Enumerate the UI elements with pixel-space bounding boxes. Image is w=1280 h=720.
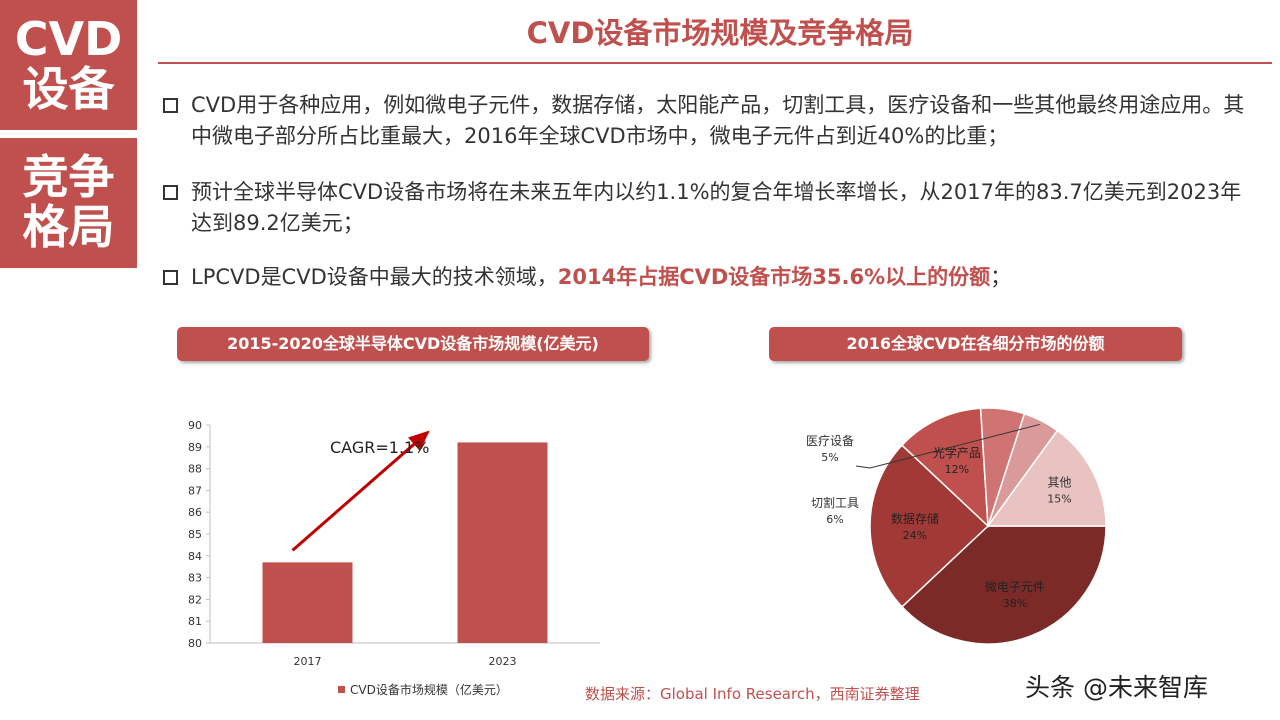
bullet-lpcvd-share: LPCVD是CVD设备中最大的技术领域，2014年占据CVD设备市场35.6%以…	[163, 262, 1258, 293]
pie-slice-5	[986, 429, 1107, 527]
slice-value-label: 24%	[903, 529, 927, 542]
slice-value-label: 15%	[1047, 493, 1071, 506]
cagr-arrow	[291, 430, 430, 552]
slice-label: 其他	[1047, 476, 1071, 490]
pie-slice-0	[900, 525, 1107, 645]
y-tick-label: 83	[188, 572, 202, 585]
y-tick-label: 81	[188, 615, 202, 628]
data-source-note: 数据来源：Global Info Research，西南证券整理	[585, 685, 920, 703]
bullet-text-highlight: 2014年占据CVD设备市场35.6%以上的份额	[557, 265, 991, 289]
y-tick-label: 86	[188, 506, 202, 519]
side-label-line: 竞争	[22, 150, 115, 205]
x-tick-label: 2023	[489, 655, 517, 668]
legend-swatch	[338, 686, 345, 693]
bar-2023	[457, 442, 548, 643]
bullet-text: 预计全球半导体CVD设备市场将在未来五年内以约1.1%的复合年增长率增长，从20…	[191, 180, 1242, 235]
slice-value-label: 38%	[1003, 597, 1027, 610]
slice-value-label: 12%	[945, 463, 969, 476]
cvd-market-bar-chart: 80 81 82 83 84 85 86 87 88 89 90 2017 2023 CAGR=1.1% C…	[188, 419, 600, 697]
cvd-segment-pie-chart: 微电子元件 38% 数据存储 24% 光学产品 12% 切割工具 6% 医疗设备 5% 其他 15%	[806, 407, 1107, 645]
bar-2017	[262, 562, 353, 643]
y-tick-label: 88	[188, 463, 202, 476]
side-label-cvd-equipment: CVD 设备	[0, 0, 137, 130]
slice-label: 光学产品	[933, 445, 981, 460]
slice-label: 数据存储	[891, 511, 939, 526]
pie-slice-1	[869, 444, 990, 608]
square-bullet-icon	[163, 270, 178, 285]
pie-chart-title: 2016全球CVD在各细分市场的份额	[769, 327, 1182, 361]
bullet-text: CVD用于各种应用，例如微电子元件，数据存储，太阳能产品，切割工具，医疗设备和一…	[191, 93, 1245, 148]
slice-label: 切割工具	[811, 495, 859, 510]
square-bullet-icon	[163, 185, 178, 200]
side-label-line: 设备	[22, 62, 115, 116]
y-tick-label: 87	[188, 484, 202, 497]
y-tick-label: 82	[188, 593, 202, 606]
bullet-text: LPCVD是CVD设备中最大的技术领域，2014年占据CVD设备市场35.6%以…	[163, 262, 1258, 293]
x-tick-label: 2017	[294, 655, 322, 668]
leader-line	[855, 423, 1040, 469]
page-title: CVD设备市场规模及竞争格局	[526, 16, 914, 50]
title-divider	[158, 62, 1272, 64]
bullet-cvd-applications: CVD用于各种应用，例如微电子元件，数据存储，太阳能产品，切割工具，医疗设备和一…	[163, 90, 1258, 152]
y-tick-label: 80	[188, 637, 202, 650]
slice-label: 微电子元件	[985, 580, 1045, 594]
side-label-competition: 竞争 格局	[0, 138, 137, 268]
pie-slice-2	[900, 407, 989, 528]
bullet-text-end: ；	[990, 265, 1012, 289]
slice-value-label: 6%	[826, 513, 843, 526]
side-label-line: 格局	[22, 200, 115, 254]
bullet-market-growth: 预计全球半导体CVD设备市场将在未来五年内以约1.1%的复合年增长率增长，从20…	[163, 177, 1258, 239]
slice-label: 医疗设备	[806, 434, 854, 448]
bar-chart-title: 2015-2020全球半导体CVD设备市场规模(亿美元)	[177, 327, 649, 361]
side-label-line: CVD	[14, 12, 123, 67]
bullet-text-plain: LPCVD是CVD设备中最大的技术领域，	[191, 265, 558, 289]
cagr-annotation: CAGR=1.1%	[330, 438, 429, 457]
y-tick-label: 89	[188, 441, 202, 454]
y-tick-label: 85	[188, 528, 202, 541]
watermark: 头条 @未来智库	[1025, 673, 1208, 702]
slice-value-label: 5%	[821, 451, 838, 464]
y-tick-label: 84	[188, 550, 202, 563]
y-tick-label: 90	[188, 419, 202, 432]
square-bullet-icon	[163, 98, 178, 113]
legend-label: CVD设备市场规模（亿美元）	[350, 682, 508, 697]
